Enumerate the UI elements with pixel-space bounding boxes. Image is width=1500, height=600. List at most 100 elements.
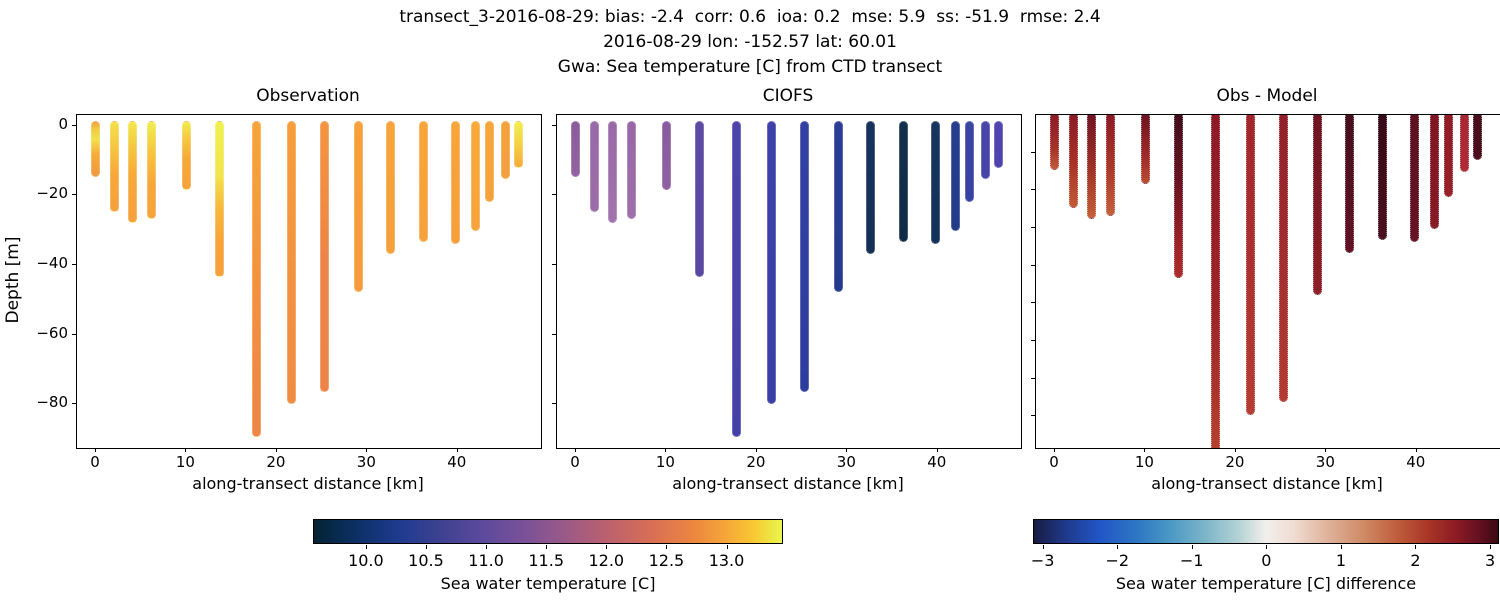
y-tick-label: −40 <box>36 254 68 273</box>
y-tick-label: −80 <box>36 393 68 412</box>
profile-bar <box>626 121 636 220</box>
colorbar-temperature-label: Sea water temperature [C] <box>440 574 656 593</box>
y-tick <box>72 194 76 196</box>
profile-bar <box>931 121 941 244</box>
profile-bar <box>993 121 1003 168</box>
x-tick-label: 40 <box>927 453 947 471</box>
profile-bar <box>353 121 363 293</box>
profile-bar <box>1312 115 1322 295</box>
colorbar-tick-label: 12.0 <box>588 551 625 570</box>
colorbar-tick-label: 11.5 <box>528 551 564 570</box>
panel-ciofs: CIOFS along-transect distance [km] 0 10 20… <box>552 86 1022 506</box>
colorbar-tick-label: −2 <box>1105 551 1130 570</box>
colorbar-tick-label: 10.5 <box>408 551 444 570</box>
colorbar-temperature-gradient <box>313 519 783 544</box>
y-tick <box>1031 264 1035 266</box>
y-tick <box>1031 189 1035 191</box>
x-tick-label: 20 <box>266 453 286 471</box>
profile-bar <box>695 121 705 277</box>
profile-bar <box>451 121 461 244</box>
panel-obs-minus-model: Obs - Model along-transect distance [km]… <box>1031 86 1500 506</box>
y-tick <box>72 403 76 405</box>
colorbar-tick <box>1415 545 1417 549</box>
colorbar-tick-label: 12.5 <box>648 551 685 570</box>
profile-bar <box>418 121 428 242</box>
x-tick <box>1325 448 1327 452</box>
profile-bar <box>1443 115 1453 197</box>
profile-bar <box>109 121 119 213</box>
y-tick <box>552 403 556 405</box>
colorbar-tick <box>1042 545 1044 549</box>
y-tick <box>1031 151 1035 153</box>
profile-bar <box>320 121 330 392</box>
x-tick-label: 20 <box>746 453 766 471</box>
y-tick <box>1031 415 1035 417</box>
y-tick <box>552 194 556 196</box>
colorbar-tick <box>1117 545 1119 549</box>
y-tick <box>552 333 556 335</box>
profile-bar <box>1245 115 1255 416</box>
x-tick-label: 20 <box>1225 453 1245 471</box>
panel-title-ciofs: CIOFS <box>762 86 814 106</box>
y-tick <box>1031 377 1035 379</box>
profile-bar <box>91 121 101 177</box>
profile-bar <box>1068 115 1078 209</box>
profile-bar <box>951 121 961 232</box>
x-tick-label: 30 <box>836 453 856 471</box>
x-tick-label: 30 <box>356 453 376 471</box>
profile-bar <box>1377 115 1387 241</box>
x-tick <box>185 448 187 452</box>
profile-bar <box>981 121 991 180</box>
date-location-title: 2016-08-29 lon: -152.57 lat: 60.01 <box>603 32 897 52</box>
x-tick-label: 10 <box>655 453 675 471</box>
profile-bar <box>1050 115 1060 170</box>
y-tick <box>72 333 76 335</box>
x-tick-label: 40 <box>1406 453 1426 471</box>
x-tick <box>1234 448 1236 452</box>
profile-bar <box>1174 115 1184 278</box>
colorbar-tick-label: −3 <box>1030 551 1055 570</box>
profile-bar <box>251 121 261 437</box>
profile-bar <box>1430 115 1440 229</box>
colorbar-tick-label: 3 <box>1484 551 1496 570</box>
profile-bar <box>286 121 296 404</box>
x-tick <box>755 448 757 452</box>
x-tick <box>94 448 96 452</box>
stats-title: transect_3-2016-08-29: bias: -2.4 corr: … <box>399 7 1101 27</box>
x-tick <box>366 448 368 452</box>
colorbar-tick <box>546 545 548 549</box>
variable-title: Gwa: Sea temperature [C] from CTD transe… <box>557 57 943 77</box>
profile-bar <box>898 121 908 242</box>
y-axis-label: Depth [m] <box>3 236 23 324</box>
x-tick <box>275 448 277 452</box>
plot-area-obs-minus-model <box>1035 114 1500 449</box>
colorbar-tick <box>365 545 367 549</box>
profile-bar <box>386 121 396 254</box>
x-tick <box>936 448 938 452</box>
colorbar-tick <box>1490 545 1492 549</box>
colorbar-tick-label: −1 <box>1180 551 1204 570</box>
profile-bar <box>181 121 191 190</box>
colorbar-tick-label: 1 <box>1335 551 1347 570</box>
y-tick <box>1031 340 1035 342</box>
colorbar-difference: Sea water temperature [C] difference −3 −… <box>1031 519 1499 593</box>
colorbar-difference-gradient <box>1033 519 1499 544</box>
colorbar-tick <box>486 545 488 549</box>
x-tick <box>665 448 667 452</box>
profile-bar <box>513 121 523 168</box>
x-axis-label-observation: along-transect distance [km] <box>192 474 424 493</box>
profile-bar <box>1410 115 1420 242</box>
colorbar-tick-label: 0 <box>1261 551 1272 570</box>
profile-bar <box>215 121 225 277</box>
plot-area-observation <box>76 114 542 449</box>
profile-bar <box>833 121 843 293</box>
profile-bar <box>1345 115 1355 254</box>
profile-bar <box>1279 115 1289 403</box>
y-tick <box>552 124 556 126</box>
profile-bar <box>1105 115 1115 216</box>
colorbar-tick <box>425 545 427 549</box>
x-tick-label: 10 <box>1134 453 1154 471</box>
profile-bar <box>471 121 481 232</box>
profile-bar <box>800 121 810 392</box>
